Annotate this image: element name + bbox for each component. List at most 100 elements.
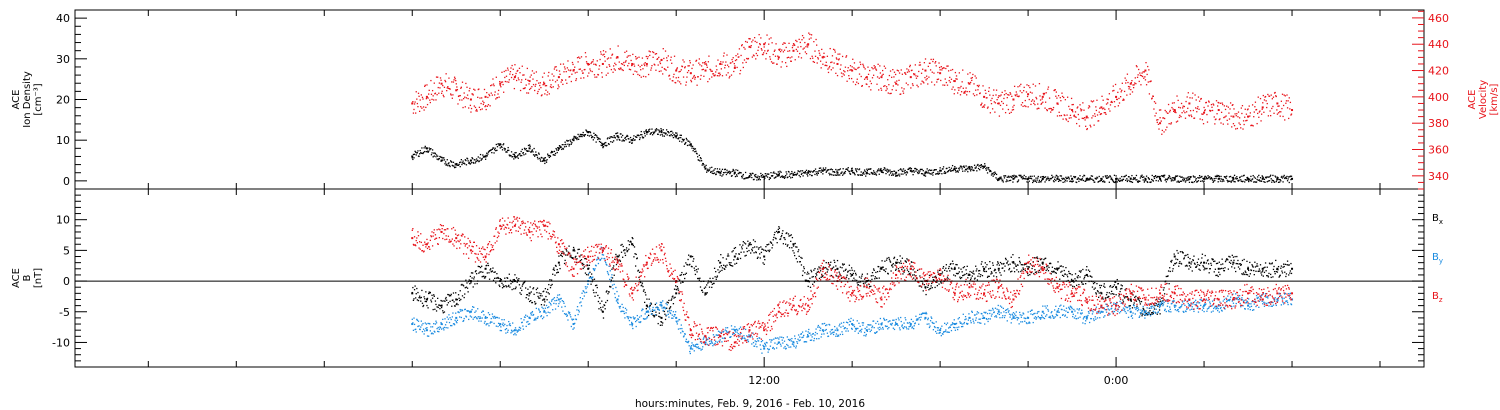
density-sample bbox=[1199, 176, 1201, 179]
density-sample bbox=[836, 170, 838, 172]
density-sample bbox=[1202, 181, 1205, 183]
velocity-sample bbox=[846, 80, 848, 82]
velocity-sample bbox=[793, 43, 795, 46]
density-sample bbox=[411, 157, 413, 159]
velocity-point bbox=[748, 45, 751, 48]
velocity-sample bbox=[1108, 108, 1110, 110]
velocity-point bbox=[543, 82, 546, 85]
bx-sample bbox=[936, 285, 938, 287]
density-sample bbox=[1231, 180, 1233, 182]
density-sample bbox=[1064, 179, 1067, 181]
density-sample bbox=[1218, 174, 1220, 177]
velocity-sample bbox=[450, 94, 452, 96]
density-sample bbox=[775, 176, 777, 178]
density-sample bbox=[640, 130, 642, 133]
bx-sample bbox=[1289, 270, 1292, 272]
velocity-sample bbox=[439, 87, 441, 89]
velocity-sample bbox=[528, 83, 530, 85]
velocity-sample bbox=[871, 77, 874, 79]
velocity-sample bbox=[897, 70, 900, 72]
velocity-sample bbox=[995, 89, 998, 91]
velocity-sample bbox=[836, 58, 838, 60]
bx-sample bbox=[1218, 271, 1220, 273]
velocity-sample bbox=[1244, 116, 1246, 118]
velocity-sample bbox=[1224, 108, 1227, 111]
velocity-sample bbox=[1087, 107, 1090, 109]
density-sample bbox=[470, 160, 472, 162]
velocity-sample bbox=[1175, 111, 1177, 114]
velocity-sample bbox=[1252, 125, 1254, 127]
density-sample bbox=[811, 174, 813, 177]
density-sample bbox=[1181, 176, 1183, 178]
density-sample bbox=[589, 131, 592, 134]
density-sample bbox=[942, 168, 944, 170]
by-sample bbox=[448, 314, 450, 316]
density-sample bbox=[799, 171, 801, 173]
velocity-point bbox=[1203, 111, 1206, 114]
density-sample bbox=[682, 140, 685, 142]
bx-sample bbox=[947, 267, 950, 270]
density-sample bbox=[876, 171, 878, 173]
velocity-sample bbox=[730, 62, 732, 64]
bx-sample bbox=[954, 275, 957, 277]
bx-sample bbox=[991, 272, 993, 274]
bx-sample bbox=[640, 281, 642, 284]
velocity-sample bbox=[920, 72, 923, 74]
bx-sample bbox=[1176, 249, 1178, 252]
bx-sample bbox=[1024, 263, 1026, 265]
velocity-sample bbox=[559, 63, 562, 65]
bx-sample bbox=[525, 297, 527, 299]
density-sample bbox=[1259, 177, 1262, 179]
velocity-sample bbox=[532, 83, 535, 86]
density-sample bbox=[877, 169, 879, 172]
velocity-sample bbox=[857, 82, 860, 85]
velocity-sample bbox=[924, 76, 926, 79]
density-sample bbox=[482, 154, 484, 156]
velocity-sample bbox=[734, 65, 736, 67]
velocity-sample bbox=[764, 50, 766, 52]
velocity-sample bbox=[728, 66, 730, 68]
density-sample bbox=[1159, 175, 1161, 178]
by-point bbox=[660, 304, 663, 307]
velocity-sample bbox=[424, 85, 426, 88]
bx-sample bbox=[730, 265, 733, 267]
velocity-sample bbox=[628, 68, 631, 70]
bx-sample bbox=[1288, 264, 1290, 266]
velocity-sample bbox=[1081, 117, 1083, 119]
bx-sample bbox=[477, 265, 479, 268]
velocity-point bbox=[572, 69, 575, 72]
velocity-sample bbox=[1185, 100, 1187, 103]
velocity-sample bbox=[443, 96, 445, 98]
bx-sample bbox=[892, 266, 894, 268]
bx-sample bbox=[1114, 281, 1117, 283]
density-sample bbox=[622, 134, 624, 137]
velocity-sample bbox=[852, 58, 854, 60]
velocity-sample bbox=[576, 71, 578, 73]
density-sample bbox=[1275, 180, 1277, 183]
velocity-sample bbox=[1154, 115, 1156, 117]
velocity-sample bbox=[1010, 93, 1012, 95]
velocity-point bbox=[880, 76, 883, 79]
velocity-sample bbox=[839, 68, 841, 70]
bx-sample bbox=[606, 299, 609, 302]
velocity-sample bbox=[840, 72, 843, 74]
bx-sample bbox=[1066, 274, 1068, 276]
velocity-sample bbox=[542, 84, 544, 86]
velocity-sample bbox=[1267, 93, 1269, 96]
density-sample bbox=[689, 143, 691, 146]
density-sample bbox=[723, 171, 725, 174]
bx-sample bbox=[816, 271, 818, 273]
bx-sample bbox=[1197, 258, 1200, 260]
bx-sample bbox=[433, 294, 435, 296]
density-sample bbox=[528, 144, 531, 146]
bx-sample bbox=[672, 303, 675, 305]
bx-sample bbox=[1010, 271, 1012, 273]
bx-sample bbox=[1175, 258, 1177, 260]
bx-sample bbox=[645, 294, 647, 296]
density-sample bbox=[975, 167, 977, 169]
by-point bbox=[792, 341, 795, 344]
density-sample bbox=[796, 173, 798, 175]
velocity-sample bbox=[1130, 81, 1133, 84]
by-point bbox=[1144, 310, 1147, 313]
bx-sample bbox=[724, 268, 726, 271]
